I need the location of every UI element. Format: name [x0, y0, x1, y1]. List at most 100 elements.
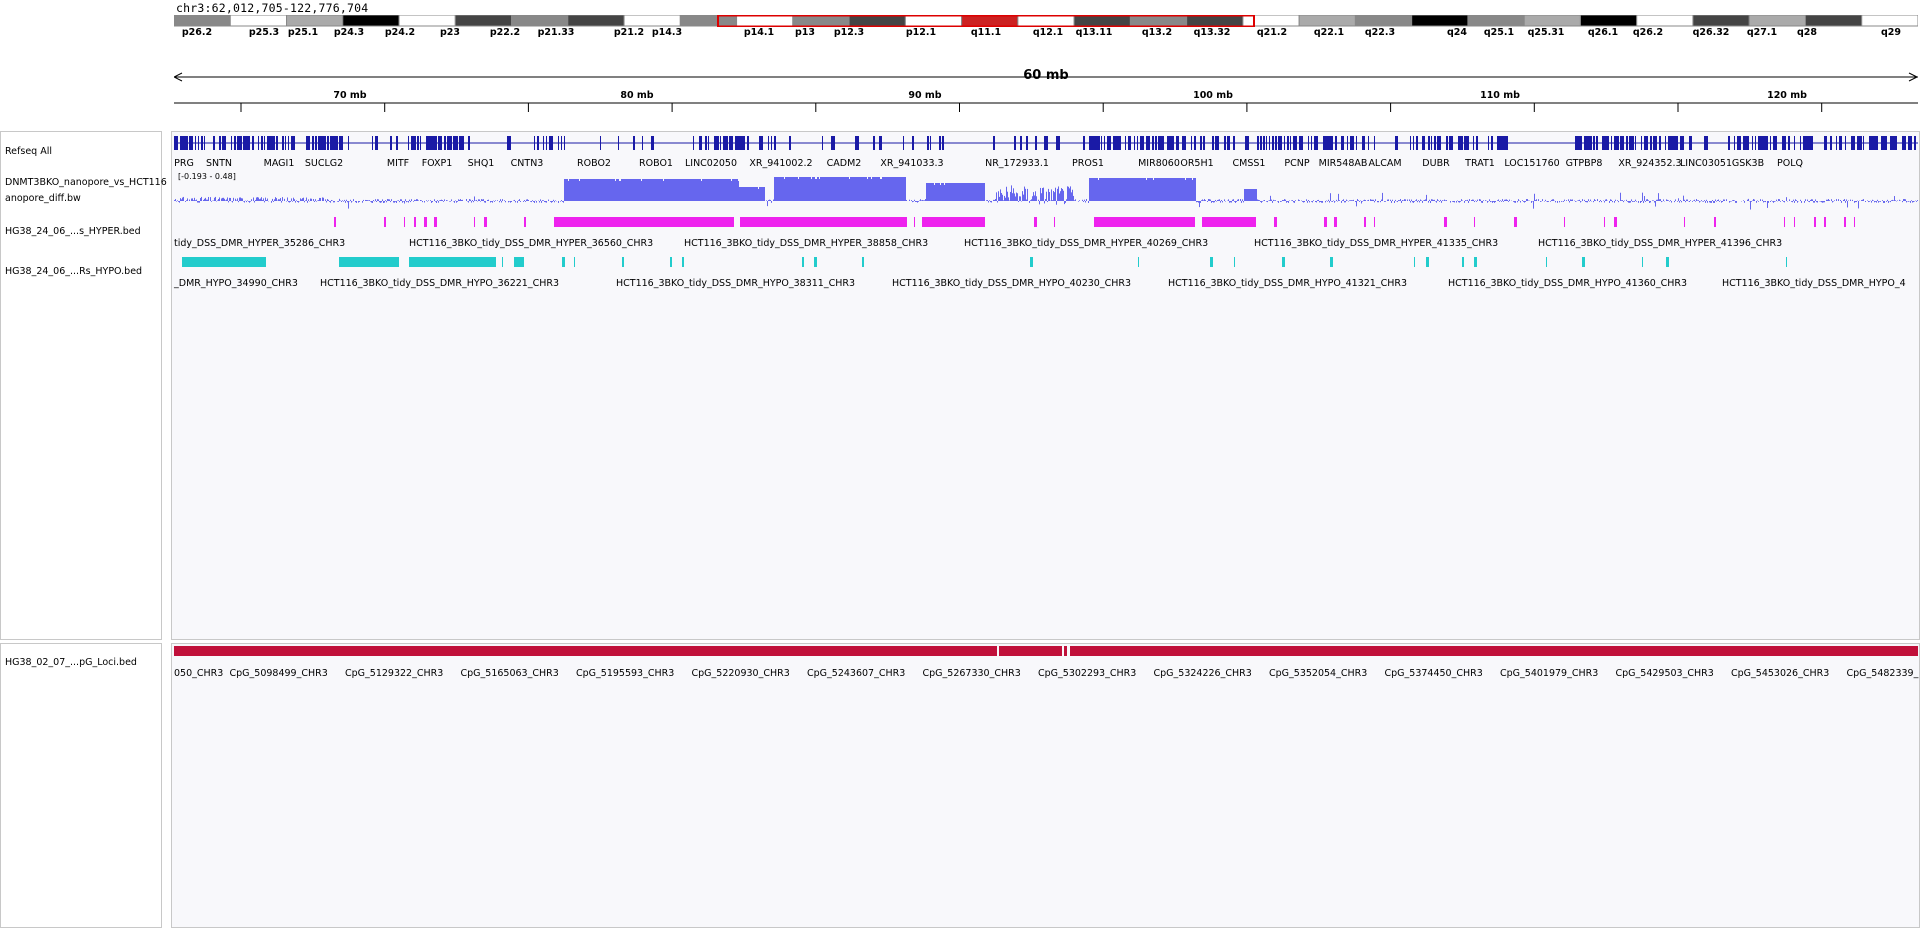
signal-bar	[783, 177, 784, 201]
signal-bar	[1115, 178, 1116, 201]
signal-bar	[1162, 178, 1163, 201]
signal-bar	[1399, 200, 1400, 201]
signal-bar	[1754, 199, 1755, 201]
data-panel-lower[interactable]	[171, 643, 1920, 928]
signal-bar	[1232, 199, 1233, 201]
track-name-refseq[interactable]: Refseq All	[5, 146, 52, 157]
signal-bar	[569, 179, 570, 201]
signal-bar	[1489, 199, 1490, 201]
signal-bar	[605, 179, 606, 201]
gene-exon	[1893, 136, 1897, 150]
signal-bar	[1311, 201, 1312, 202]
hyper-dmr-track[interactable]: tidy_DSS_DMR_HYPER_35286_CHR3 HCT116_3BKO…	[174, 216, 1918, 250]
signal-bar	[1183, 178, 1184, 201]
signal-bar	[727, 179, 728, 201]
signal-bar	[1582, 199, 1583, 201]
gene-exon	[1272, 136, 1274, 150]
signal-bar	[514, 199, 515, 201]
signal-bar	[1067, 186, 1068, 201]
signal-bar	[968, 183, 969, 201]
chromosome-ideogram[interactable]: p26.2 p25.3 p25.1 p24.3 p24.2 p23 p22.2 p21.33 p…	[174, 15, 1918, 57]
signal-bar	[1783, 201, 1784, 202]
signal-bar	[1466, 200, 1467, 201]
signal-bar	[466, 199, 467, 201]
signal-bar	[996, 192, 997, 201]
signal-bar	[1685, 201, 1686, 203]
gene-exon	[177, 136, 178, 150]
signal-bar	[1689, 201, 1690, 202]
signal-bar	[649, 179, 650, 201]
signal-bar	[284, 198, 285, 201]
genomic-ruler[interactable]: 60 mb 70 mb 80 mb 90 mb 100 mb 110 mb 120 mb	[174, 62, 1918, 122]
span-arrow-left	[174, 72, 183, 78]
band-label: p12.3	[833, 27, 865, 38]
signal-bar	[1622, 200, 1623, 201]
gene-exon	[243, 136, 247, 150]
signal-bar	[850, 177, 851, 201]
signal-bar	[1764, 201, 1765, 202]
gene-exon	[192, 136, 193, 150]
dmr-feature	[1184, 217, 1185, 227]
signal-bar	[855, 177, 856, 201]
signal-bar	[1254, 189, 1255, 201]
signal-bar	[1257, 199, 1258, 201]
signal-bar	[688, 179, 689, 201]
signal-bar	[735, 179, 736, 201]
ideogram-selection-box[interactable]	[717, 15, 1255, 27]
gene-exon	[762, 136, 763, 150]
signal-bar	[1844, 199, 1845, 201]
signal-bar	[1497, 200, 1498, 201]
track-name-hyper[interactable]: HG38_24_06_...s_HYPER.bed	[5, 226, 141, 237]
signal-bar	[1412, 201, 1413, 203]
signal-bar	[1109, 178, 1110, 201]
hypo-dmr-track[interactable]: _DMR_HYPO_34990_CHR3 HCT116_3BKO_tidy_DSS…	[174, 256, 1918, 290]
cpg-loci-track[interactable]: 050_CHR3 CpG_5098499_CHR3 CpG_5129322_CHR3…	[174, 644, 1918, 679]
track-name-cpg[interactable]: HG38_02_07_...pG_Loci.bed	[5, 657, 137, 668]
signal-bar	[430, 200, 431, 201]
track-name-bigwig-line1[interactable]: DNMT3BKO_nanopore_vs_HCT116	[5, 177, 167, 188]
gene-exon	[318, 136, 321, 150]
signal-bar	[636, 179, 637, 201]
gene-exon	[1152, 136, 1154, 150]
bigwig-track[interactable]	[174, 175, 1918, 213]
signal-bar	[1041, 193, 1042, 201]
signal-bar	[1039, 201, 1040, 205]
signal-bar	[294, 199, 295, 201]
refseq-track[interactable]: PRG SNTN MAGI1 SUCLG2 MITF FOXP1 SHQ1 CNTN3 ROBO…	[174, 134, 1918, 170]
signal-bar	[1410, 201, 1411, 203]
signal-bar	[1090, 178, 1091, 201]
signal-bar	[1569, 201, 1570, 203]
gene-exon	[1752, 136, 1753, 150]
signal-bar	[766, 200, 767, 201]
gene-exon	[270, 136, 274, 150]
signal-bar	[723, 179, 724, 201]
signal-bar	[705, 179, 706, 201]
signal-bar	[1368, 199, 1369, 201]
data-panel-upper[interactable]	[171, 131, 1920, 640]
gene-exon	[273, 136, 275, 150]
signal-bar	[1887, 199, 1888, 201]
signal-bar	[339, 198, 340, 201]
signal-bar	[1059, 193, 1060, 201]
gene-exon	[1761, 136, 1764, 150]
gene-exon	[429, 136, 433, 150]
signal-bar	[1445, 200, 1446, 201]
gene-exon	[705, 136, 707, 150]
signal-bar	[472, 199, 473, 201]
signal-bar	[276, 198, 277, 201]
signal-bar	[1146, 180, 1147, 201]
signal-bar	[1628, 201, 1629, 203]
dmr-feature	[814, 257, 817, 267]
track-name-hypo[interactable]: HG38_24_06_...Rs_HYPO.bed	[5, 266, 143, 277]
gene-exon	[201, 136, 203, 150]
signal-bar	[1876, 201, 1877, 203]
gene-exon	[1614, 136, 1618, 150]
dmr-feature	[1174, 217, 1176, 227]
signal-bar	[239, 197, 240, 201]
gene-exon	[1575, 136, 1578, 150]
signal-bar	[295, 201, 296, 203]
dmr-feature	[454, 257, 455, 267]
ideogram-band	[1636, 15, 1694, 27]
track-name-bigwig-line2[interactable]: anopore_diff.bw	[5, 193, 81, 204]
signal-bar	[432, 201, 433, 203]
